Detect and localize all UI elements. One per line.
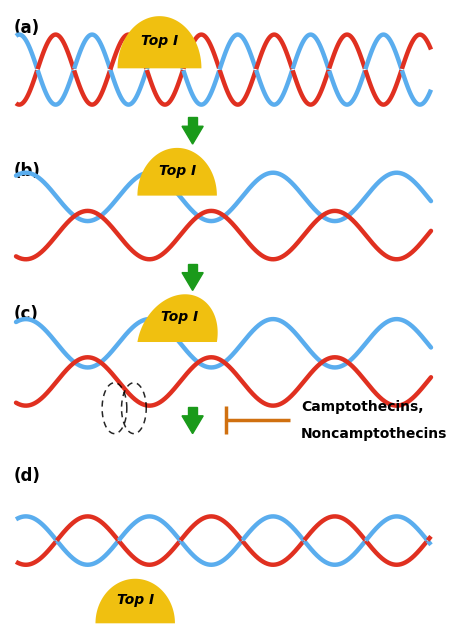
Polygon shape [188, 264, 197, 273]
Polygon shape [118, 16, 201, 68]
Polygon shape [95, 578, 175, 623]
Text: (a): (a) [14, 19, 40, 37]
Text: Top I: Top I [161, 310, 199, 324]
Polygon shape [137, 294, 218, 342]
Text: Top I: Top I [141, 34, 178, 48]
Text: Noncamptothecins: Noncamptothecins [301, 427, 447, 440]
Polygon shape [188, 117, 197, 126]
Polygon shape [182, 126, 203, 144]
Text: Top I: Top I [159, 164, 196, 178]
Polygon shape [182, 416, 203, 433]
Text: (d): (d) [14, 467, 41, 485]
Polygon shape [188, 407, 197, 416]
Text: (b): (b) [14, 162, 41, 180]
Text: (c): (c) [14, 305, 39, 323]
Polygon shape [137, 148, 217, 196]
Polygon shape [182, 273, 203, 290]
Text: Top I: Top I [117, 593, 154, 607]
Text: Camptothecins,: Camptothecins, [301, 400, 423, 414]
